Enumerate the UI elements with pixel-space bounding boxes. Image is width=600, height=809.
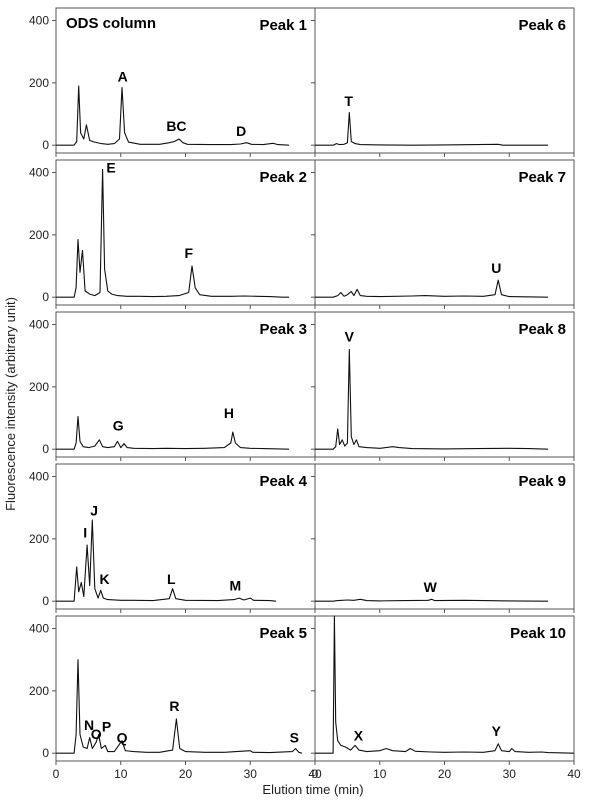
peak-label-K: K [100,571,110,587]
peak-label-M: M [230,577,242,593]
y-tick-label: 400 [29,621,49,635]
y-tick-label: 400 [29,469,49,483]
y-tick-label: 400 [29,13,49,27]
panel-title: Peak 6 [518,17,566,34]
x-tick-label: 20 [438,767,452,781]
peak-label-T: T [344,93,353,109]
peak-label-O: O [91,726,102,742]
y-tick-label: 0 [42,442,49,456]
x-axis-title: Elution time (min) [262,782,363,797]
panel-title: Peak 8 [518,321,566,338]
x-tick-label: 40 [308,767,322,781]
y-tick-label: 200 [29,228,49,242]
y-tick-label: 0 [42,594,49,608]
x-tick-label: 0 [312,767,319,781]
chart-panel-4: Peak 7 U [311,159,575,309]
y-tick-label: 0 [42,746,49,760]
chart-panel-9: 0 200 400 0 10 20 30 40 Peak 5 NO PQ R S [29,615,322,781]
panel-title: Peak 7 [518,169,566,186]
chart-panel-6: Peak 8 V [311,311,575,461]
y-tick-label: 200 [29,684,49,698]
y-tick-label: 200 [29,380,49,394]
panel-title: Peak 5 [259,625,307,642]
chromatogram-trace [315,348,549,450]
peak-label-E: E [106,159,115,175]
panel-title: Peak 4 [259,473,307,490]
peak-label-N: N [84,717,94,733]
peak-label-R: R [169,698,179,714]
chromatogram-trace [56,168,290,298]
chart-panel-5: 0 200 400 Peak 3 G H [29,311,316,461]
peak-label-U: U [491,260,501,276]
chromatogram-trace [315,279,549,298]
y-tick-label: 0 [42,138,49,152]
x-tick-label: 10 [373,767,387,781]
peak-label-D: D [236,123,246,139]
column-label: ODS column [66,15,156,32]
peak-label-A: A [118,68,128,84]
chromatogram-trace [56,659,303,754]
panel-title: Peak 1 [259,17,307,34]
chart-panel-10: 0 10 20 30 40 Peak 10 X Y [311,615,581,781]
y-tick-label: 200 [29,532,49,546]
y-axis-title: Fluorescence intensity (arbitrary unit) [3,297,18,511]
chart-panel-3: 0 200 400 Peak 2 E F [29,159,316,309]
y-tick-label: 400 [29,165,49,179]
x-tick-label: 30 [244,767,258,781]
y-tick-label: 200 [29,76,49,90]
peak-label-H: H [224,405,234,421]
x-tick-label: 30 [503,767,517,781]
peak-label-J: J [90,502,98,518]
peak-label-P: P [102,718,111,734]
x-tick-label: 40 [567,767,581,781]
peak-label-F: F [184,245,193,261]
x-tick-label: 20 [179,767,193,781]
peak-label-G: G [113,417,124,433]
y-tick-label: 400 [29,317,49,331]
chart-panel-8: Peak 9 W [311,463,575,613]
peak-label-X: X [354,728,364,744]
peak-label-I: I [83,524,87,540]
chromatogram-trace [56,415,290,450]
chromatogram-trace [56,519,277,602]
peak-label-W: W [424,579,438,595]
peak-label-Q: Q [117,729,128,745]
peak-label-L: L [167,571,176,587]
panel-title: Peak 10 [510,625,566,642]
chromatogram-trace [56,85,290,146]
chromatogram-trace [315,598,549,602]
peak-label-BC: BC [166,118,186,134]
panel-title: Peak 2 [259,169,307,186]
x-tick-label: 0 [53,767,60,781]
panel-title: Peak 3 [259,321,307,338]
panel-title: Peak 9 [518,473,566,490]
x-tick-label: 10 [114,767,128,781]
chromatogram-trace [315,111,549,146]
peak-label-Y: Y [492,723,502,739]
peak-label-S: S [290,729,299,745]
chart-panel-2: Peak 6 T [311,7,575,157]
y-tick-label: 0 [42,290,49,304]
chart-panel-1: 0 200 400 Peak 1 A BC D ODS column [29,7,316,157]
peak-label-V: V [345,329,355,345]
chromatogram-trace [315,615,575,754]
chart-panel-7: 0 200 400 Peak 4 IJ K L M [29,463,316,613]
